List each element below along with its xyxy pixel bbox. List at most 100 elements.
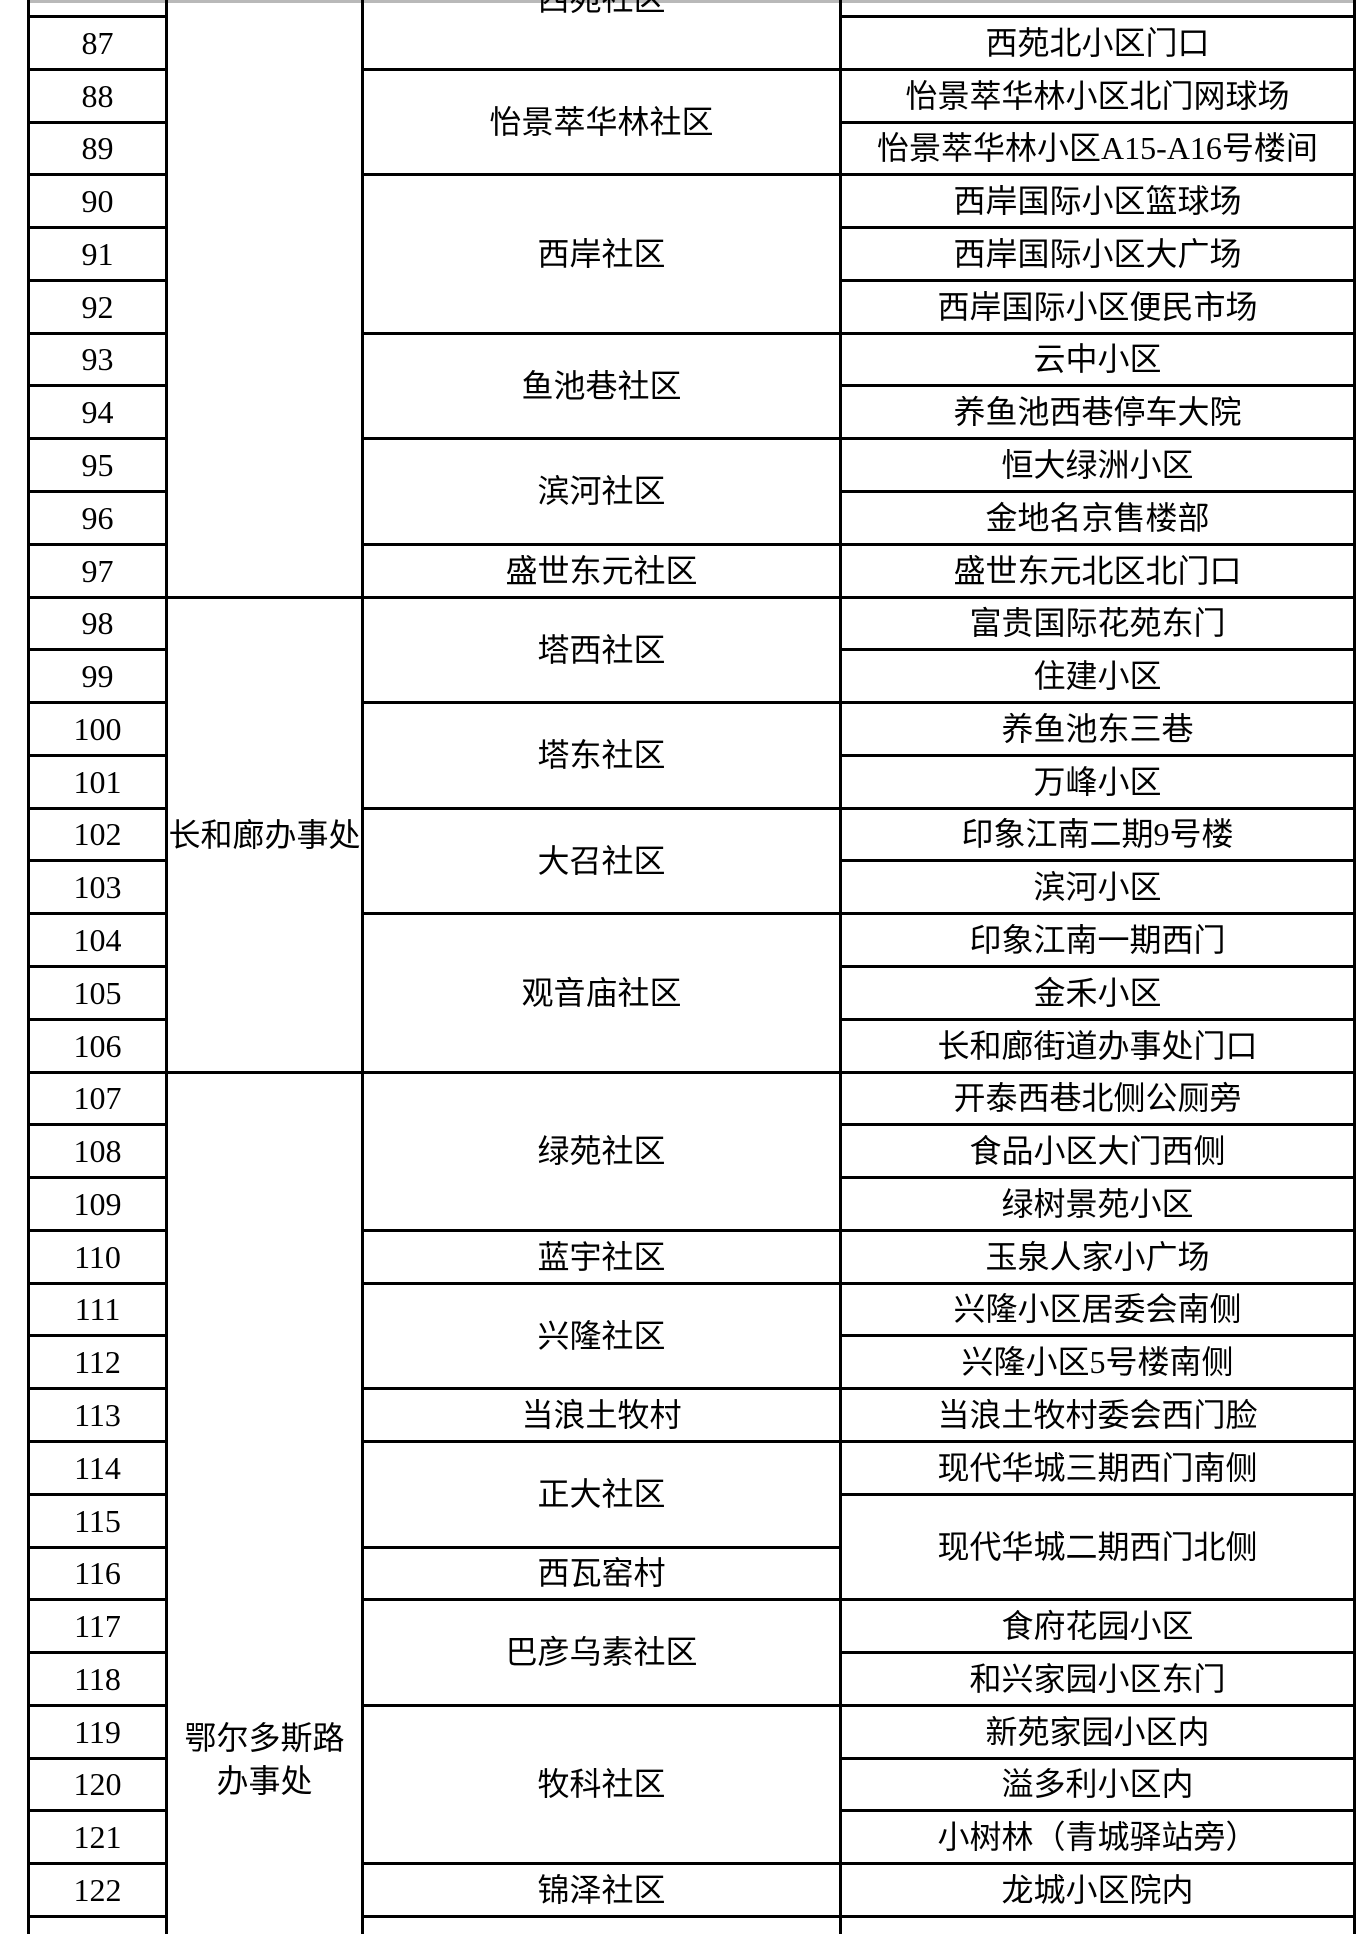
row-number-cell: 96 xyxy=(27,490,168,546)
row-number-cell-label: 120 xyxy=(73,1766,122,1803)
community-cell: 塔东社区 xyxy=(361,701,842,810)
row-number-cell-label: 95 xyxy=(81,446,114,483)
row-number-cell-label: 117 xyxy=(74,1607,121,1644)
row-number-cell: 122 xyxy=(27,1862,168,1918)
row-number-cell: 121 xyxy=(27,1809,168,1865)
location-cell: 滨河小区 xyxy=(839,859,1356,915)
row-number-cell-label: 104 xyxy=(73,921,122,958)
row-number-cell-label: 121 xyxy=(73,1818,122,1855)
community-cell: 西瓦窑村 xyxy=(361,1546,842,1601)
cropped-border-artifact xyxy=(27,0,1356,3)
row-number-cell-label: 96 xyxy=(81,499,114,536)
location-cell-label: 食府花园小区 xyxy=(1001,1607,1194,1644)
community-cell-label: 西瓦窑村 xyxy=(537,1555,666,1592)
row-number-cell: 87 xyxy=(27,15,168,71)
row-number-cell-label: 116 xyxy=(74,1555,121,1592)
location-cell-label: 现代华城三期西门南侧 xyxy=(937,1449,1258,1486)
community-cell: 西岸社区 xyxy=(361,173,842,335)
community-cell-label: 塔东社区 xyxy=(537,737,666,774)
row-number-cell-label: 101 xyxy=(73,763,122,800)
row-number-cell: 102 xyxy=(27,807,168,862)
community-cell: 正大社区 xyxy=(361,1440,842,1549)
location-cell: 恒大绿洲小区 xyxy=(839,437,1356,493)
location-cell-label: 当浪土牧村委会西门脸 xyxy=(937,1396,1258,1433)
location-cell: 现代华城二期西门北侧 xyxy=(839,1493,1356,1601)
office-cell-label-block: 鄂尔多斯路 办事处 xyxy=(168,1707,361,1812)
location-cell-label: 西岸国际小区篮球场 xyxy=(953,182,1242,219)
row-number-cell: 118 xyxy=(27,1651,168,1707)
row-number-cell: 103 xyxy=(27,859,168,915)
location-cell-label: 小树林（青城驿站旁） xyxy=(937,1818,1258,1855)
row-number-cell-label: 92 xyxy=(81,288,114,325)
row-number-cell: 112 xyxy=(27,1334,168,1390)
community-cell-label: 当浪土牧村 xyxy=(521,1396,682,1433)
row-number-cell: 101 xyxy=(27,754,168,810)
row-number-cell: 119 xyxy=(27,1704,168,1760)
row-number-cell: 89 xyxy=(27,121,168,176)
community-cell-label: 牧科社区 xyxy=(537,1766,666,1803)
community-cell-label: 盛世东元社区 xyxy=(505,552,698,589)
location-cell: 开泰西巷北侧公厕旁 xyxy=(839,1071,1356,1126)
location-cell-label: 兴隆小区5号楼南侧 xyxy=(961,1343,1234,1380)
row-number-cell-label: 98 xyxy=(81,605,114,642)
row-number-cell-label: 88 xyxy=(81,77,114,114)
location-cell: 盛世东元北区北门口 xyxy=(839,543,1356,599)
cropped-row-number-cell xyxy=(27,1915,168,1934)
cropped-location-cell xyxy=(839,1915,1356,1934)
location-cell-label: 兴隆小区居委会南侧 xyxy=(953,1291,1242,1328)
location-cell-label: 新苑家园小区内 xyxy=(985,1713,1210,1750)
row-number-cell-label: 112 xyxy=(74,1343,121,1380)
row-number-cell-label: 113 xyxy=(74,1396,121,1433)
community-cell-label: 滨河社区 xyxy=(537,473,666,510)
row-number-cell-label: 105 xyxy=(73,974,122,1011)
community-cell-label: 鱼池巷社区 xyxy=(521,367,682,404)
location-cell-label: 养鱼池东三巷 xyxy=(1001,710,1194,747)
community-cell: 当浪土牧村 xyxy=(361,1387,842,1443)
community-cell: 锦泽社区 xyxy=(361,1862,842,1918)
row-number-cell-label: 87 xyxy=(81,24,114,61)
row-number-cell: 114 xyxy=(27,1440,168,1496)
row-number-cell: 90 xyxy=(27,173,168,229)
row-number-cell-label: 89 xyxy=(81,130,114,167)
location-cell-label: 长和廊街道办事处门口 xyxy=(937,1027,1258,1064)
row-number-cell: 104 xyxy=(27,912,168,968)
location-cell-label: 西岸国际小区便民市场 xyxy=(937,288,1258,325)
location-cell: 金禾小区 xyxy=(839,965,1356,1021)
community-cell-label: 观音庙社区 xyxy=(521,974,682,1011)
community-cell-label: 大召社区 xyxy=(537,842,666,879)
row-number-cell-label: 94 xyxy=(81,393,114,430)
location-cell: 印象江南二期9号楼 xyxy=(839,807,1356,862)
location-cell: 印象江南一期西门 xyxy=(839,912,1356,968)
row-number-cell: 106 xyxy=(27,1018,168,1074)
row-number-cell-label: 118 xyxy=(74,1660,121,1697)
community-cell: 西苑社区 xyxy=(361,0,842,71)
row-number-cell-label: 93 xyxy=(81,341,114,378)
location-cell-label: 溢多利小区内 xyxy=(1001,1766,1194,1803)
location-cell: 长和廊街道办事处门口 xyxy=(839,1018,1356,1074)
location-cell-label: 恒大绿洲小区 xyxy=(1001,446,1194,483)
community-cell-label: 怡景萃华林社区 xyxy=(489,103,714,140)
location-cell-label: 印象江南二期9号楼 xyxy=(961,816,1234,853)
location-cell: 养鱼池西巷停车大院 xyxy=(839,384,1356,440)
row-number-cell-label: 91 xyxy=(81,235,114,272)
row-number-cell: 115 xyxy=(27,1493,168,1549)
row-number-cell: 95 xyxy=(27,437,168,493)
location-cell-label: 云中小区 xyxy=(1033,341,1162,378)
location-cell-label: 富贵国际花苑东门 xyxy=(969,605,1226,642)
row-number-cell: 98 xyxy=(27,596,168,651)
community-cell-label: 巴彦乌素社区 xyxy=(505,1634,698,1671)
row-number-cell: 97 xyxy=(27,543,168,599)
location-cell: 万峰小区 xyxy=(839,754,1356,810)
row-number-cell: 108 xyxy=(27,1123,168,1179)
row-number-cell-label: 100 xyxy=(73,710,122,747)
location-cell: 西岸国际小区便民市场 xyxy=(839,279,1356,335)
row-number-cell: 110 xyxy=(27,1229,168,1285)
location-cell: 新苑家园小区内 xyxy=(839,1704,1356,1760)
community-cell: 蓝宇社区 xyxy=(361,1229,842,1285)
row-number-cell-label: 107 xyxy=(73,1080,122,1117)
row-number-cell: 92 xyxy=(27,279,168,335)
location-cell-label: 万峰小区 xyxy=(1033,763,1162,800)
community-cell-label: 西苑社区 xyxy=(364,0,839,18)
row-number-cell: 116 xyxy=(27,1546,168,1601)
